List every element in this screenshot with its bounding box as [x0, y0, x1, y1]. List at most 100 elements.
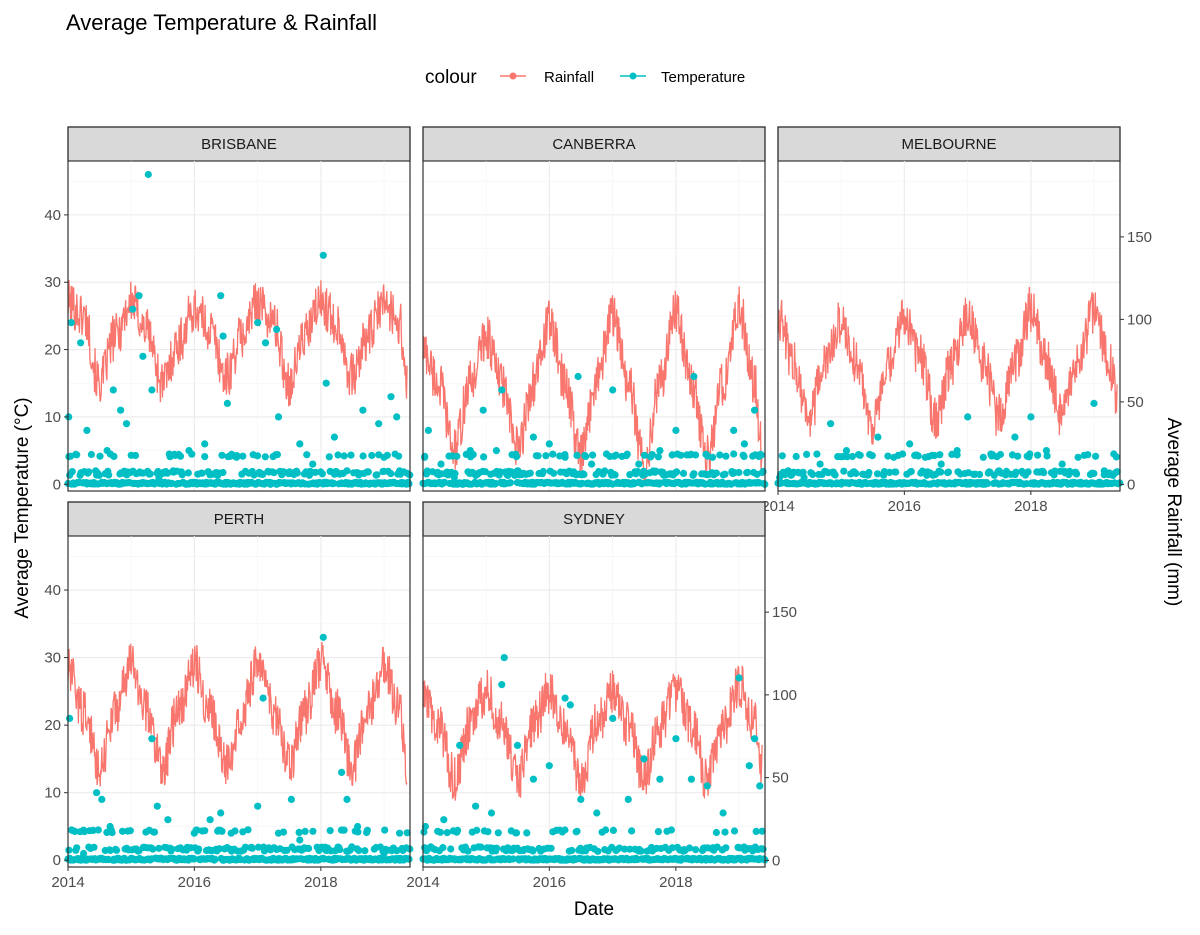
temperature-point: [589, 451, 597, 459]
temperature-point: [65, 413, 73, 421]
temperature-point: [743, 468, 752, 476]
temperature-point: [996, 450, 1005, 459]
legend-key-point-temperature: [629, 72, 637, 80]
temperature-point: [85, 468, 93, 476]
temperature-point: [635, 460, 643, 468]
x-tick-label: 2018: [304, 874, 337, 891]
temperature-point: [303, 451, 311, 459]
temperature-point: [868, 452, 876, 460]
temperature-point: [343, 795, 351, 804]
legend: colour Rainfall Temperature: [425, 67, 745, 88]
temperature-point: [573, 827, 581, 835]
temperature-point: [549, 450, 557, 458]
temperature-point: [380, 453, 388, 461]
temperature-point: [319, 633, 327, 641]
temperature-point: [403, 829, 411, 837]
temperature-point: [381, 826, 389, 834]
temperature-point: [574, 372, 582, 381]
temperature-point: [1058, 460, 1066, 468]
temperature-point: [296, 836, 304, 844]
temperature-point: [1043, 452, 1051, 460]
temperature-point: [751, 735, 759, 743]
temperature-point: [334, 451, 342, 459]
temperature-point: [611, 471, 619, 479]
temperature-point: [363, 826, 371, 834]
temperature-point: [873, 470, 882, 478]
temperature-point: [309, 827, 317, 835]
panel-canberra: CANBERRA: [419, 126, 769, 492]
temperature-point: [122, 420, 131, 428]
temperature-point: [634, 468, 642, 476]
temperature-point: [338, 768, 346, 777]
temperature-point: [439, 844, 447, 852]
temperature-point: [223, 399, 231, 407]
temperature-point: [628, 827, 636, 835]
temperature-point: [287, 795, 295, 804]
temperature-point: [259, 470, 267, 479]
temperature-point: [526, 469, 534, 477]
temperature-point: [201, 440, 209, 448]
temperature-point: [83, 426, 91, 434]
temperature-point: [92, 467, 100, 475]
temperature-point: [424, 426, 432, 434]
temperature-point: [190, 855, 198, 863]
strip-label-melbourne: MELBOURNE: [901, 136, 996, 153]
temperature-point: [1042, 447, 1050, 455]
x-tick-label: 2016: [178, 874, 211, 891]
temperature-point: [325, 453, 333, 461]
temperature-point: [679, 469, 688, 477]
temperature-point: [580, 470, 588, 479]
temperature-point: [354, 822, 362, 831]
temperature-point: [668, 844, 676, 852]
temperature-point: [273, 451, 281, 459]
strip-label-canberra: CANBERRA: [552, 136, 635, 153]
temperature-point: [293, 469, 301, 477]
temperature-point: [112, 846, 121, 854]
temperature-point: [886, 468, 894, 476]
temperature-point: [656, 775, 664, 783]
temperature-point: [687, 775, 696, 783]
temperature-point: [319, 251, 327, 259]
temperature-point: [274, 413, 283, 421]
legend-entry-rainfall: Rainfall: [500, 69, 594, 86]
temperature-point: [550, 469, 558, 477]
temperature-point: [588, 460, 596, 468]
temperature-point: [105, 471, 113, 479]
temperature-point: [149, 845, 157, 853]
temperature-point: [800, 473, 808, 482]
temperature-point: [217, 292, 225, 300]
temperature-point: [73, 844, 81, 852]
temperature-point: [118, 827, 127, 835]
temperature-point: [494, 829, 502, 837]
temperature-point: [545, 762, 553, 770]
temperature-point: [270, 469, 278, 477]
temperature-point: [865, 468, 873, 477]
temperature-point: [752, 827, 760, 836]
temperature-point: [393, 413, 401, 421]
temperature-point: [456, 741, 464, 750]
temperature-point: [692, 451, 700, 459]
temperature-point: [148, 386, 156, 394]
temperature-point: [87, 450, 95, 459]
temperature-point: [721, 828, 729, 836]
temperature-point: [1026, 450, 1034, 458]
rainfall-line-canberra: [422, 286, 763, 486]
temperature-point: [198, 469, 206, 477]
temperature-point: [1113, 468, 1121, 476]
temperature-point: [953, 447, 961, 455]
temperature-point: [254, 319, 262, 327]
temperature-point: [730, 426, 738, 434]
y-tick-label-right: 0: [772, 852, 780, 869]
temperature-point: [261, 339, 270, 347]
temperature-point: [477, 843, 485, 851]
temperature-point: [65, 846, 73, 854]
temperature-point: [937, 460, 945, 468]
strip-melbourne: [777, 126, 1121, 162]
temperature-point: [937, 468, 945, 476]
temperature-point: [577, 795, 585, 804]
rainfall-line-sydney: [422, 665, 763, 802]
y-tick-label-right: 50: [772, 770, 789, 787]
temperature-point: [512, 453, 521, 461]
temperature-point: [759, 467, 767, 476]
